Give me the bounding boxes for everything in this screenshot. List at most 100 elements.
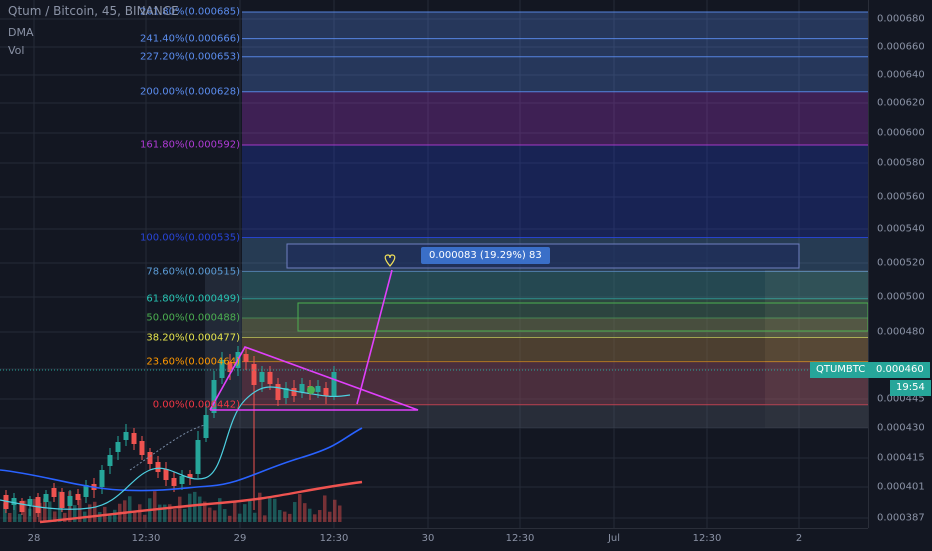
volume-bar — [173, 509, 177, 522]
fib-zone — [242, 12, 868, 39]
fib-zone — [242, 337, 868, 362]
volume-bar — [53, 511, 57, 522]
fib-zone — [242, 145, 868, 238]
fib-box — [297, 302, 868, 332]
candle-body — [75, 494, 81, 500]
symbol-header[interactable]: Qtum / Bitcoin, 45, BINANCE — [8, 4, 179, 18]
candle-body — [99, 470, 105, 487]
price-tick-label: 0.000387 — [877, 512, 925, 524]
candle-body — [59, 492, 65, 508]
candle-body — [51, 488, 57, 497]
volume-bar — [163, 504, 167, 522]
candle-body — [187, 474, 193, 478]
moving-average-slow — [0, 427, 363, 492]
volume-bar — [183, 508, 187, 522]
entry-dot-marker — [307, 386, 315, 394]
volume-bar — [208, 507, 212, 522]
candle-body — [43, 494, 49, 502]
price-tick-label: 0.000660 — [877, 41, 925, 53]
candle-body — [251, 364, 257, 385]
candle-body — [211, 380, 217, 413]
last-price-badge: 0.000460 — [870, 362, 930, 378]
price-tick-label: 0.000620 — [877, 97, 925, 109]
price-tick-label: 0.000680 — [877, 13, 925, 25]
candle-body — [131, 433, 137, 444]
fib-zone — [242, 271, 868, 299]
candle-body — [227, 362, 233, 372]
fib-level-label: 23.60%(0.000464) — [146, 356, 240, 368]
volume-bar — [63, 512, 67, 522]
chart-canvas[interactable] — [0, 0, 868, 528]
candle-body — [203, 415, 209, 438]
price-axis[interactable]: 0.000680 0.000660 0.000640 0.000620 0.000600… — [868, 0, 932, 528]
time-axis[interactable]: 28 12:30 29 12:30 30 12:30 Jul 12:30 2 — [0, 528, 868, 551]
volume-bar — [308, 508, 312, 522]
volume-bar — [288, 513, 292, 522]
volume-bar — [273, 498, 277, 522]
candle-body — [259, 372, 265, 382]
candle-body — [243, 354, 249, 362]
volume-bar — [263, 515, 267, 522]
volume-bar — [128, 496, 132, 522]
time-tick-label: 2 — [795, 533, 803, 544]
candle-body — [115, 442, 121, 452]
moving-average-long — [39, 480, 363, 524]
time-tick-label: Jul — [607, 533, 621, 544]
candle-body — [67, 496, 73, 506]
candle-body — [147, 452, 153, 464]
volume-bar — [258, 492, 262, 522]
volume-bar — [18, 513, 22, 522]
fib-zone — [242, 91, 868, 145]
candle-body — [27, 499, 33, 505]
fib-level-label: 161.80%(0.000592) — [139, 139, 240, 151]
indicator-label-dma[interactable]: DMA — [8, 26, 34, 39]
candle-body — [83, 485, 89, 497]
indicator-label-vol[interactable]: Vol — [8, 44, 25, 57]
volume-bar — [193, 491, 197, 522]
volume-bar — [298, 494, 302, 522]
volume-bar — [73, 505, 77, 522]
chart-area[interactable]: 261.80%(0.000685) 241.40%(0.000666) 227.20… — [0, 0, 868, 528]
volume-bar — [333, 499, 337, 522]
volume-bar — [338, 505, 342, 522]
volume-bar — [48, 501, 52, 522]
projection-line — [356, 269, 393, 405]
candle-body — [219, 360, 225, 378]
volume-bar — [108, 513, 112, 522]
volume-bar — [268, 497, 272, 522]
fib-level-label: 38.20%(0.000477) — [146, 332, 240, 344]
candle-body — [19, 501, 25, 512]
volume-bar — [23, 500, 27, 522]
candle-body — [139, 441, 145, 455]
fib-level-label: 200.00%(0.000628) — [139, 86, 240, 98]
fib-level-label: 0.00%(0.000442) — [152, 399, 240, 411]
volume-bar — [223, 509, 227, 522]
volume-bar — [293, 502, 297, 522]
price-tick-label: 0.000540 — [877, 223, 925, 235]
price-tick-label: 0.000415 — [877, 452, 925, 464]
candle-body — [3, 495, 9, 509]
volume-bar — [188, 493, 192, 522]
volume-bar — [158, 504, 162, 522]
volume-bar — [253, 512, 257, 522]
volume-bar — [213, 510, 217, 522]
volume-bar — [228, 515, 232, 522]
time-tick-label: 30 — [421, 533, 435, 544]
fib-level-label: 241.40%(0.000666) — [139, 33, 240, 45]
price-tick-label: 0.000560 — [877, 191, 925, 203]
fib-level-label: 78.60%(0.000515) — [146, 266, 240, 277]
time-tick-label: 12:30 — [131, 533, 161, 544]
volume-bar — [318, 510, 322, 522]
fib-level-label: 100.00%(0.000535) — [139, 232, 240, 243]
candle-body — [315, 386, 321, 392]
volume-bar — [8, 512, 12, 522]
volume-bar — [198, 496, 202, 522]
volume-bar — [283, 511, 287, 522]
volume-bar — [3, 503, 7, 522]
volume-bar — [203, 501, 207, 522]
volume-bar — [313, 514, 317, 522]
candle-body — [123, 432, 129, 440]
fib-zone — [242, 318, 868, 338]
countdown-badge: 19:54 — [890, 380, 931, 396]
volume-bar — [33, 498, 37, 522]
